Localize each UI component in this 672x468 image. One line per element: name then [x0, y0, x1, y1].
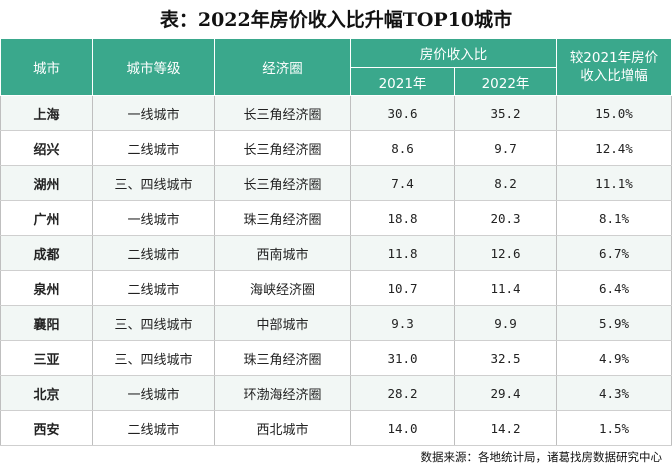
- cell-region: 长三角经济圈: [214, 130, 351, 166]
- cell-2022: 12.6: [454, 235, 557, 271]
- cell-city: 西安: [0, 410, 93, 446]
- cell-2022: 8.2: [454, 165, 557, 201]
- cell-tier: 三、四线城市: [92, 305, 215, 341]
- cell-tier: 二线城市: [92, 270, 215, 306]
- cell-2021: 9.3: [350, 305, 455, 341]
- cell-2022: 32.5: [454, 340, 557, 376]
- cell-2022: 11.4: [454, 270, 557, 306]
- cell-region: 西南城市: [214, 235, 351, 271]
- cell-increase: 4.3%: [556, 375, 672, 411]
- cell-city: 襄阳: [0, 305, 93, 341]
- table-body: 上海 一线城市 长三角经济圈 30.6 35.2 15.0% 绍兴 二线城市 长三角经济圈 8.6…: [0, 95, 672, 446]
- cell-2021: 8.6: [350, 130, 455, 166]
- cell-tier: 三、四线城市: [92, 340, 215, 376]
- header-increase: 较2021年房价收入比增幅: [556, 38, 672, 96]
- cell-2021: 30.6: [350, 95, 455, 131]
- cell-region: 海峡经济圈: [214, 270, 351, 306]
- cell-tier: 二线城市: [92, 235, 215, 271]
- cell-city: 广州: [0, 200, 93, 236]
- cell-tier: 三、四线城市: [92, 165, 215, 201]
- cell-tier: 二线城市: [92, 130, 215, 166]
- cell-tier: 二线城市: [92, 410, 215, 446]
- cell-tier: 一线城市: [92, 200, 215, 236]
- cell-2021: 28.2: [350, 375, 455, 411]
- cell-2021: 18.8: [350, 200, 455, 236]
- cell-2021: 11.8: [350, 235, 455, 271]
- table-row: 襄阳 三、四线城市 中部城市 9.3 9.9 5.9%: [0, 305, 672, 341]
- cell-2021: 10.7: [350, 270, 455, 306]
- cell-increase: 6.7%: [556, 235, 672, 271]
- cell-city: 湖州: [0, 165, 93, 201]
- cell-2022: 14.2: [454, 410, 557, 446]
- cell-2022: 20.3: [454, 200, 557, 236]
- header-city: 城市: [0, 38, 93, 96]
- cell-2022: 35.2: [454, 95, 557, 131]
- table-row: 西安 二线城市 西北城市 14.0 14.2 1.5%: [0, 410, 672, 446]
- cell-increase: 6.4%: [556, 270, 672, 306]
- cell-region: 西北城市: [214, 410, 351, 446]
- cell-region: 珠三角经济圈: [214, 200, 351, 236]
- cell-increase: 1.5%: [556, 410, 672, 446]
- cell-2022: 9.9: [454, 305, 557, 341]
- table-row: 上海 一线城市 长三角经济圈 30.6 35.2 15.0%: [0, 95, 672, 131]
- cell-region: 珠三角经济圈: [214, 340, 351, 376]
- cell-2021: 7.4: [350, 165, 455, 201]
- cell-city: 北京: [0, 375, 93, 411]
- data-source: 数据来源：各地统计局，诸葛找房数据研究中心: [420, 450, 663, 464]
- table-row: 三亚 三、四线城市 珠三角经济圈 31.0 32.5 4.9%: [0, 340, 672, 376]
- header-ratio-group: 房价收入比: [350, 38, 557, 68]
- table-row: 绍兴 二线城市 长三角经济圈 8.6 9.7 12.4%: [0, 130, 672, 166]
- cell-region: 长三角经济圈: [214, 165, 351, 201]
- table-row: 泉州 二线城市 海峡经济圈 10.7 11.4 6.4%: [0, 270, 672, 306]
- cell-city: 上海: [0, 95, 93, 131]
- cell-increase: 8.1%: [556, 200, 672, 236]
- cell-region: 环渤海经济圈: [214, 375, 351, 411]
- header-region: 经济圈: [214, 38, 351, 96]
- cell-increase: 5.9%: [556, 305, 672, 341]
- cell-increase: 4.9%: [556, 340, 672, 376]
- cell-city: 绍兴: [0, 130, 93, 166]
- table-row: 北京 一线城市 环渤海经济圈 28.2 29.4 4.3%: [0, 375, 672, 411]
- cell-city: 三亚: [0, 340, 93, 376]
- table-row: 湖州 三、四线城市 长三角经济圈 7.4 8.2 11.1%: [0, 165, 672, 201]
- header-2022: 2022年: [454, 67, 557, 96]
- cell-2021: 31.0: [350, 340, 455, 376]
- cell-tier: 一线城市: [92, 95, 215, 131]
- table-title: 表：2022年房价收入比升幅TOP10城市: [159, 9, 513, 31]
- cell-2022: 29.4: [454, 375, 557, 411]
- table-row: 广州 一线城市 珠三角经济圈 18.8 20.3 8.1%: [0, 200, 672, 236]
- cell-region: 长三角经济圈: [214, 95, 351, 131]
- header-tier: 城市等级: [92, 38, 215, 96]
- cell-increase: 12.4%: [556, 130, 672, 166]
- data-table: 城市 城市等级 经济圈 房价收入比 较2021年房价收入比增幅 2021年 20…: [0, 38, 672, 446]
- cell-increase: 11.1%: [556, 165, 672, 201]
- header-2021: 2021年: [350, 67, 455, 96]
- cell-city: 成都: [0, 235, 93, 271]
- cell-2021: 14.0: [350, 410, 455, 446]
- cell-city: 泉州: [0, 270, 93, 306]
- cell-tier: 一线城市: [92, 375, 215, 411]
- cell-increase: 15.0%: [556, 95, 672, 131]
- cell-2022: 9.7: [454, 130, 557, 166]
- cell-region: 中部城市: [214, 305, 351, 341]
- table-row: 成都 二线城市 西南城市 11.8 12.6 6.7%: [0, 235, 672, 271]
